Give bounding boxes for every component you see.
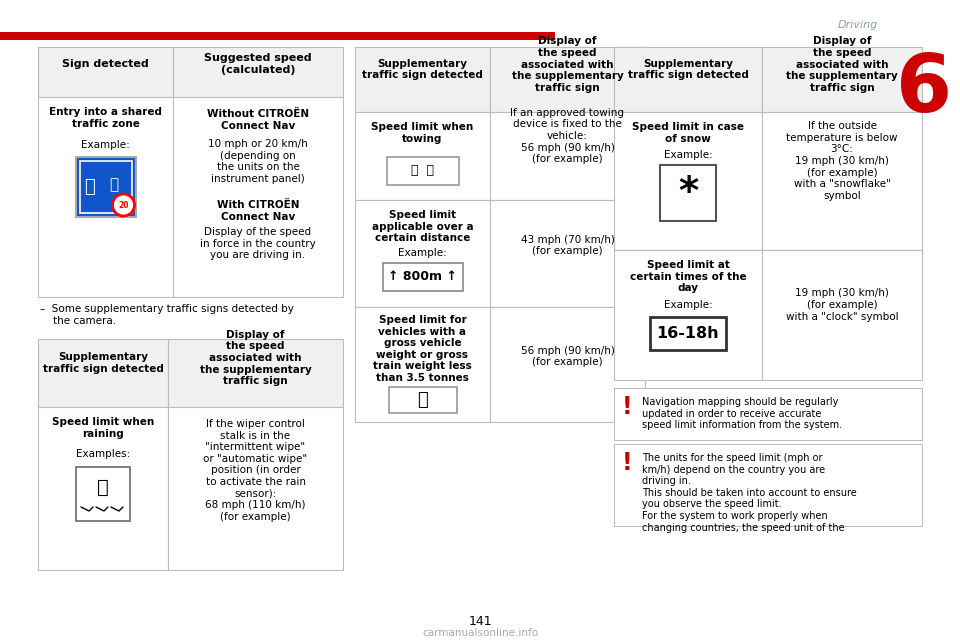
Bar <box>650 317 726 350</box>
Text: Speed limit at
certain times of the
day: Speed limit at certain times of the day <box>630 260 746 293</box>
Text: Examples:: Examples: <box>76 449 131 459</box>
Text: 🚶: 🚶 <box>84 178 95 196</box>
Bar <box>168 407 343 570</box>
Text: Supplementary
traffic sign detected: Supplementary traffic sign detected <box>362 59 483 80</box>
Text: Supplementary
traffic sign detected: Supplementary traffic sign detected <box>42 352 163 374</box>
Text: Speed limit when
raining: Speed limit when raining <box>52 417 155 438</box>
Bar <box>762 47 922 112</box>
Bar <box>490 47 645 112</box>
Text: If an approved towing
device is fixed to the
vehicle:
56 mph (90 km/h)
(for exam: If an approved towing device is fixed to… <box>511 108 625 164</box>
Text: Entry into a shared
traffic zone: Entry into a shared traffic zone <box>49 107 162 129</box>
Bar <box>490 200 645 307</box>
Text: Display of
the speed
associated with
the supplementary
traffic sign: Display of the speed associated with the… <box>786 36 898 93</box>
Bar <box>614 444 922 526</box>
Bar <box>382 263 463 291</box>
Text: 🚗: 🚗 <box>418 391 428 409</box>
Text: 🚗: 🚗 <box>97 478 108 497</box>
Text: If the outside
temperature is below
3°C:
19 mph (30 km/h)
(for example)
with a ": If the outside temperature is below 3°C:… <box>786 121 898 201</box>
Text: Supplementary
traffic sign detected: Supplementary traffic sign detected <box>628 59 749 80</box>
Text: 56 mph (90 km/h)
(for example): 56 mph (90 km/h) (for example) <box>520 346 614 367</box>
Text: Example:: Example: <box>82 140 130 150</box>
Bar <box>355 307 490 422</box>
Bar <box>76 157 135 217</box>
Text: 141: 141 <box>468 615 492 628</box>
Text: Suggested speed
(calculated): Suggested speed (calculated) <box>204 53 312 75</box>
Bar <box>168 339 343 407</box>
Bar <box>173 47 343 97</box>
Text: ↑ 800m ↑: ↑ 800m ↑ <box>388 271 457 284</box>
Bar <box>38 339 168 407</box>
Text: Sign detected: Sign detected <box>62 59 149 69</box>
Bar <box>389 387 457 413</box>
Text: The units for the speed limit (mph or
km/h) depend on the country you are
drivin: The units for the speed limit (mph or km… <box>642 453 856 532</box>
Text: Speed limit in case
of snow: Speed limit in case of snow <box>632 122 744 143</box>
Text: !: ! <box>622 451 633 475</box>
Text: –  Some supplementary traffic signs detected by
    the camera.: – Some supplementary traffic signs detec… <box>40 304 294 326</box>
Text: Display of
the speed
associated with
the supplementary
traffic sign: Display of the speed associated with the… <box>200 330 311 386</box>
Text: With CITROËN
Connect Nav: With CITROËN Connect Nav <box>217 200 300 221</box>
Text: Navigation mapping should be regularly
updated in order to receive accurate
spee: Navigation mapping should be regularly u… <box>642 397 842 430</box>
Bar <box>80 161 132 213</box>
Circle shape <box>112 194 134 216</box>
Text: Example:: Example: <box>663 150 712 160</box>
Text: Example:: Example: <box>398 248 446 258</box>
Text: 19 mph (30 km/h)
(for example)
with a "clock" symbol: 19 mph (30 km/h) (for example) with a "c… <box>785 289 899 321</box>
Text: Example:: Example: <box>663 300 712 310</box>
Bar <box>490 112 645 200</box>
Bar <box>490 307 645 422</box>
Bar <box>0 32 555 40</box>
Text: 43 mph (70 km/h)
(for example): 43 mph (70 km/h) (for example) <box>520 235 614 256</box>
Text: 🚗  🚌: 🚗 🚌 <box>411 164 434 177</box>
Bar <box>660 165 716 221</box>
Text: 🛵: 🛵 <box>108 177 118 193</box>
Text: 6: 6 <box>896 51 952 129</box>
Text: carmanualsonline.info: carmanualsonline.info <box>422 628 538 638</box>
Text: Speed limit
applicable over a
certain distance: Speed limit applicable over a certain di… <box>372 210 473 243</box>
Bar <box>355 112 490 200</box>
Text: 16-18h: 16-18h <box>657 326 719 341</box>
Bar <box>355 200 490 307</box>
Text: *: * <box>678 174 698 212</box>
Bar <box>38 47 173 97</box>
Text: If the wiper control
stalk is in the
"intermittent wipe"
or "automatic wipe"
pos: If the wiper control stalk is in the "in… <box>204 419 307 522</box>
Bar <box>614 47 762 112</box>
Text: Speed limit for
vehicles with a
gross vehicle
weight or gross
train weight less
: Speed limit for vehicles with a gross ve… <box>373 315 472 383</box>
Bar <box>614 250 762 380</box>
Text: 20: 20 <box>118 200 129 209</box>
Text: Display of
the speed
associated with
the supplementary
traffic sign: Display of the speed associated with the… <box>512 36 623 93</box>
Text: Without CITROËN
Connect Nav: Without CITROËN Connect Nav <box>207 109 309 131</box>
Text: Display of the speed
in force in the country
you are driving in.: Display of the speed in force in the cou… <box>200 227 316 260</box>
Bar <box>173 97 343 297</box>
Bar <box>762 112 922 250</box>
Bar <box>76 467 130 521</box>
Bar <box>614 112 762 250</box>
Bar <box>38 407 168 570</box>
Text: 10 mph or 20 km/h
(depending on
the units on the
instrument panel): 10 mph or 20 km/h (depending on the unit… <box>208 139 308 184</box>
Text: Driving: Driving <box>838 20 878 30</box>
Text: Speed limit when
towing: Speed limit when towing <box>372 122 473 143</box>
Bar <box>614 388 922 440</box>
Text: !: ! <box>622 395 633 419</box>
Bar <box>38 97 173 297</box>
Bar <box>355 47 490 112</box>
Bar <box>387 157 459 185</box>
Bar <box>762 250 922 380</box>
